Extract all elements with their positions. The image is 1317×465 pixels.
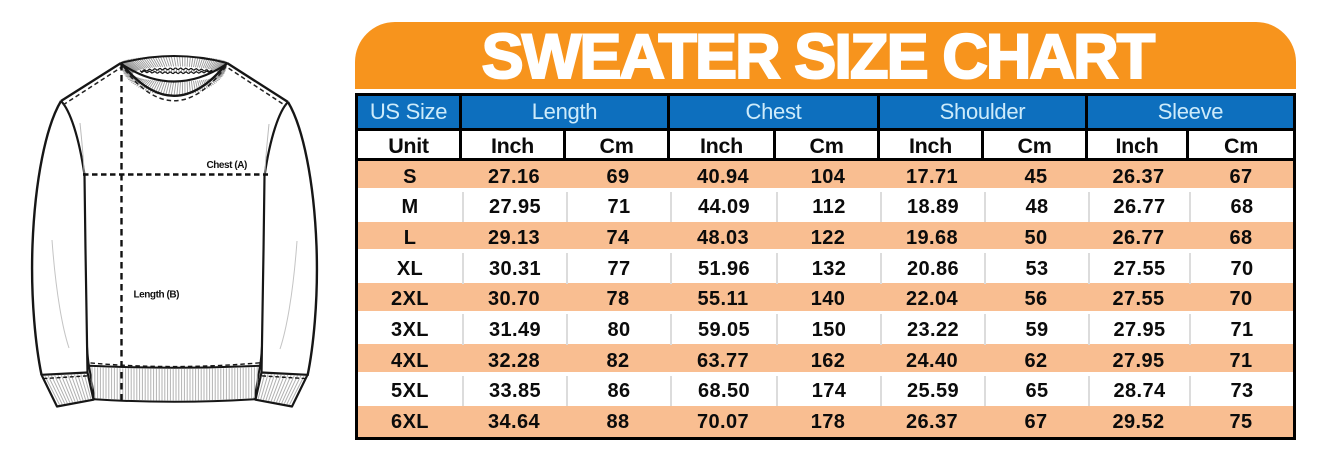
svg-text:Chest (A): Chest (A) [207,160,248,171]
svg-text:Length (B): Length (B) [134,290,180,301]
